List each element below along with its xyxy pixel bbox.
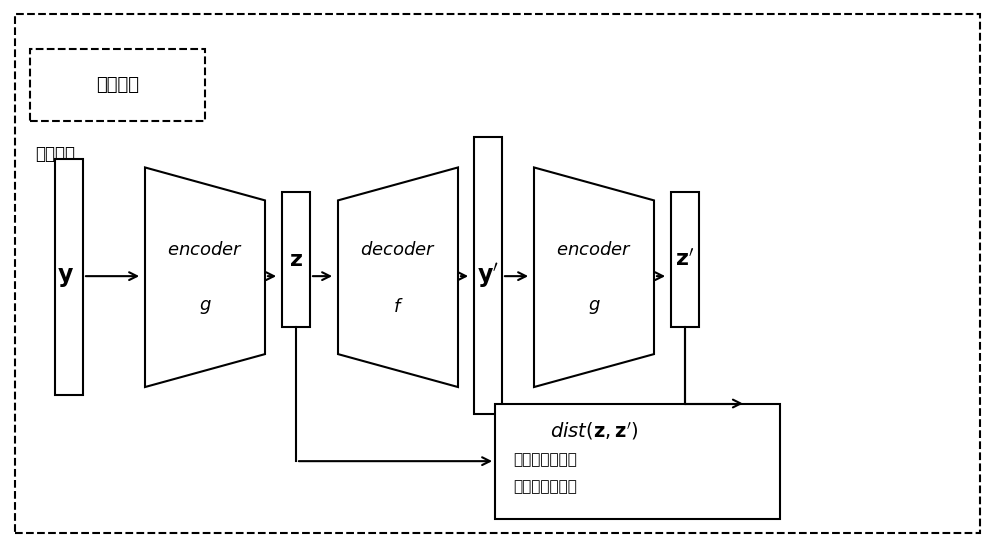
Polygon shape xyxy=(534,167,654,387)
Bar xyxy=(55,159,83,395)
Text: $\mathbf{y'}$: $\mathbf{y'}$ xyxy=(477,262,499,290)
Bar xyxy=(671,192,699,327)
Text: $\mathit{f}$: $\mathit{f}$ xyxy=(393,299,403,316)
Text: $\mathit{g}$: $\mathit{g}$ xyxy=(199,299,211,316)
Bar xyxy=(30,49,205,121)
Bar xyxy=(474,137,502,414)
Text: $\mathit{dist}\left(\mathbf{z},\mathbf{z'}\right)$: $\mathit{dist}\left(\mathbf{z},\mathbf{z… xyxy=(550,420,638,442)
Text: $\mathit{g}$: $\mathit{g}$ xyxy=(588,299,600,316)
Text: 小于阈値，正常: 小于阈値，正常 xyxy=(513,479,577,495)
Polygon shape xyxy=(145,167,265,387)
Text: $\mathit{encoder}$: $\mathit{encoder}$ xyxy=(556,241,632,259)
Bar xyxy=(282,192,310,327)
Text: $\mathbf{z'}$: $\mathbf{z'}$ xyxy=(675,249,695,271)
Text: $\mathbf{z}$: $\mathbf{z}$ xyxy=(289,250,303,270)
Text: 待测数据: 待测数据 xyxy=(35,145,75,163)
Text: 大于阈値，异常: 大于阈値，异常 xyxy=(513,452,577,467)
Polygon shape xyxy=(338,167,458,387)
Text: 检测阶段: 检测阶段 xyxy=(96,76,139,94)
Text: $\mathbf{y}$: $\mathbf{y}$ xyxy=(57,265,73,289)
Bar xyxy=(495,404,780,519)
Text: $\mathit{encoder}$: $\mathit{encoder}$ xyxy=(167,241,243,259)
Text: $\mathit{decoder}$: $\mathit{decoder}$ xyxy=(360,241,436,259)
